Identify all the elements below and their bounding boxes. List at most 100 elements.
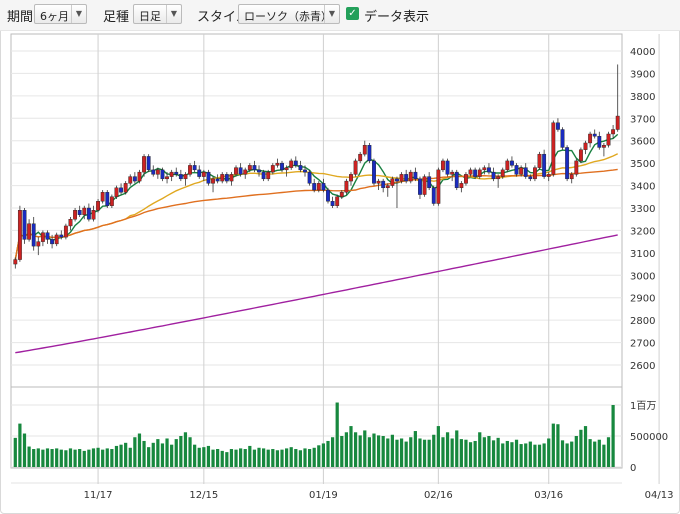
volume-bar [432,434,436,467]
candle-body [238,167,243,175]
candle-body [63,225,68,238]
volume-bar [22,433,27,467]
moving-average-75 [14,168,618,260]
candle-body [220,174,225,182]
volume-tick-label: 1百万 [630,400,656,412]
volume-bar [478,432,482,467]
volume-bar [358,435,362,467]
price-tick-label: 3300 [630,204,655,215]
volume-bar [556,424,560,467]
volume-bar [528,441,532,467]
candle-body [261,171,266,180]
candle-body [441,160,445,171]
candle-body [119,187,123,193]
candle-body [247,165,252,171]
candle-body [13,259,18,265]
price-tick-label: 2700 [630,339,655,350]
volume-bar [547,438,551,467]
volume-bar [390,434,394,467]
candle-body [307,171,312,184]
volume-bar [27,446,31,467]
period-select[interactable]: 6ヶ月 ▼ [34,4,87,24]
volume-bar [372,433,376,467]
interval-select[interactable]: 日足 ▼ [133,4,182,24]
volume-bar [404,441,408,467]
candle-body [289,160,294,168]
candle-body [615,115,620,130]
candle-body [542,153,547,177]
volume-bar [491,440,496,467]
date-tick-label: 11/17 [84,490,113,501]
volume-bar [220,450,224,467]
price-tick-label: 2600 [630,361,655,372]
volume-bar [13,437,17,467]
volume-bar [533,444,537,467]
volume-bar [441,437,445,467]
volume-bar [119,444,123,467]
candle-body [408,171,413,182]
volume-tick-label: 500000 [630,432,668,443]
volume-bar [36,448,40,467]
style-select[interactable]: ローソク（赤青） ▼ [238,4,340,24]
price-tick-label: 3000 [630,271,655,282]
volume-bar [271,449,275,467]
price-tick-label: 3700 [630,114,655,125]
candle-body [454,171,459,189]
volume-bar [156,439,160,467]
candle-body [427,176,432,189]
candle-body [487,167,491,173]
candle-body [528,176,533,180]
candle-body [601,144,606,148]
candle-body [82,207,87,215]
candle-body [123,183,128,193]
volume-bar [519,444,523,467]
chevron-down-icon: ▼ [166,5,181,23]
candle-body [243,169,248,175]
volume-bar [418,438,422,467]
price-tick-label: 3100 [630,249,655,260]
candle-body [385,185,390,189]
candle-body [137,171,142,182]
volume-bar [206,445,211,467]
candle-body [68,219,73,227]
volume-bar [455,430,459,467]
data-display-checkbox[interactable]: ✓ [346,7,359,20]
volume-bar [399,438,404,467]
style-select-value: ローソク（赤青） [244,10,332,23]
volume-bar [344,432,348,467]
volume-bar [496,437,500,467]
candle-body [578,149,583,162]
volume-bar [285,448,289,467]
candle-body [284,167,289,171]
chart-toolbar: 期間 6ヶ月 ▼ 足種 日足 ▼ スタイル ローソク（赤青） ▼ ✓ データ表示 [0,0,680,31]
volume-bar [353,432,358,467]
volume-bar [565,443,569,467]
candle-body [45,232,50,240]
candle-body [445,160,450,175]
candle-body [326,189,330,202]
candle-body [477,169,482,177]
volume-bar [376,435,381,467]
candle-body [574,160,579,175]
price-tick-label: 3400 [630,182,655,193]
volume-bar [307,449,312,467]
candle-body [59,234,64,238]
candle-body [201,171,206,177]
candle-body [146,156,151,171]
candle-body [54,234,59,245]
candle-body [224,174,229,182]
date-tick-label: 04/13 [645,490,674,501]
candle-body [399,174,404,182]
volume-bar [363,430,367,467]
candle-body [606,133,611,146]
candle-body [188,165,192,175]
candle-body [234,167,238,175]
volume-bar [50,449,54,467]
candle-body [86,207,91,220]
candle-body [505,160,510,171]
volume-bar [18,423,22,467]
candle-body [404,174,409,182]
candle-body [588,133,593,144]
moving-average-200 [15,234,618,354]
volume-bar [193,444,197,467]
